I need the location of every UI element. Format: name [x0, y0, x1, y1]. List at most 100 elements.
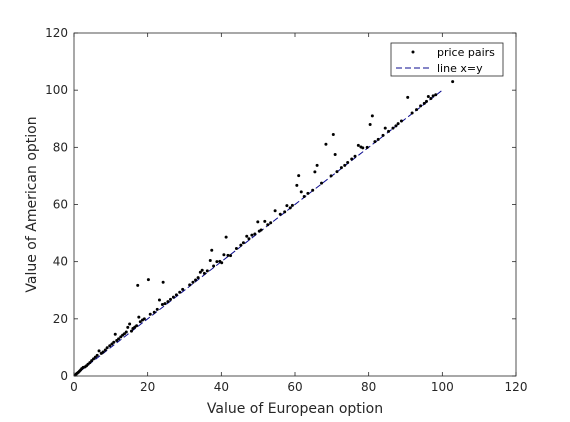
- data-point: [135, 324, 139, 328]
- data-point: [285, 204, 289, 208]
- data-point: [220, 261, 224, 265]
- data-point: [101, 350, 105, 354]
- y-tick-label: 40: [53, 255, 68, 269]
- data-point: [166, 300, 170, 304]
- data-point: [129, 329, 133, 333]
- data-point: [160, 303, 164, 307]
- data-point: [370, 114, 374, 118]
- data-point: [171, 295, 175, 299]
- data-point: [350, 157, 354, 161]
- x-tick-label: 80: [361, 380, 376, 394]
- data-point: [205, 269, 209, 273]
- data-point: [422, 101, 426, 105]
- plot-area: [73, 80, 455, 377]
- legend-label-price-pairs: price pairs: [437, 46, 495, 59]
- data-point: [126, 325, 130, 329]
- data-point: [259, 228, 263, 232]
- data-point: [353, 154, 357, 158]
- data-point: [161, 280, 165, 284]
- data-point: [315, 163, 319, 167]
- data-point: [181, 287, 185, 291]
- data-point: [178, 290, 182, 294]
- data-point: [381, 133, 385, 137]
- data-point: [376, 137, 380, 141]
- data-point: [368, 122, 372, 126]
- data-point: [297, 174, 301, 178]
- data-point: [202, 271, 206, 275]
- data-point: [194, 278, 198, 282]
- y-tick-label: 20: [53, 312, 68, 326]
- data-point: [426, 94, 430, 98]
- data-point: [383, 126, 387, 130]
- data-point: [288, 206, 292, 210]
- x-tick-label: 100: [431, 380, 454, 394]
- data-point: [148, 312, 152, 316]
- data-point: [306, 191, 310, 195]
- x-tick-label: 60: [287, 380, 302, 394]
- data-point: [424, 99, 428, 103]
- data-point: [387, 129, 391, 133]
- data-point: [273, 209, 277, 213]
- data-point: [394, 124, 398, 128]
- axes: 0 20 40 60 80 100 120 0 20 40 60 80 100 120: [45, 26, 527, 394]
- data-point: [142, 317, 146, 321]
- data-point: [88, 361, 92, 365]
- data-point: [263, 219, 267, 223]
- y-tick-label: 80: [53, 140, 68, 154]
- data-point: [112, 340, 116, 344]
- data-point: [295, 183, 299, 187]
- data-point: [113, 332, 117, 336]
- x-tick-label: 0: [70, 380, 78, 394]
- data-point: [253, 232, 257, 236]
- data-point: [311, 188, 315, 192]
- data-point: [191, 280, 195, 284]
- y-tick-label: 60: [53, 198, 68, 212]
- data-point: [410, 111, 414, 115]
- data-point: [224, 235, 228, 239]
- data-point: [152, 310, 156, 314]
- data-point: [174, 293, 178, 297]
- data-point: [256, 220, 260, 224]
- data-point: [138, 320, 142, 324]
- data-point: [210, 248, 214, 252]
- legend-box: [390, 42, 504, 77]
- data-point: [105, 346, 109, 350]
- x-axis-label: Value of European option: [207, 401, 383, 417]
- data-point: [198, 270, 202, 274]
- data-point: [137, 315, 141, 319]
- data-point: [313, 170, 317, 174]
- data-point: [226, 253, 230, 257]
- data-point: [103, 348, 107, 352]
- data-point: [234, 247, 238, 251]
- data-point: [299, 190, 303, 194]
- data-point: [215, 260, 219, 264]
- y-axis-label: Value of American option: [24, 116, 40, 292]
- data-point: [229, 254, 233, 258]
- data-point: [302, 194, 306, 198]
- data-point: [247, 237, 251, 241]
- data-point: [365, 145, 369, 149]
- data-point: [269, 221, 273, 225]
- x-tick-label: 20: [140, 380, 155, 394]
- data-point: [196, 276, 200, 280]
- data-point: [155, 307, 159, 311]
- series-line-x-equals-y: [73, 89, 443, 377]
- data-point: [157, 298, 161, 302]
- data-point: [117, 337, 121, 341]
- data-point: [97, 349, 101, 353]
- data-point: [245, 234, 249, 238]
- data-point: [136, 283, 140, 287]
- data-point: [415, 108, 419, 112]
- data-point: [283, 210, 287, 214]
- data-point: [241, 241, 245, 245]
- legend-label-line-xy: line x=y: [437, 62, 483, 75]
- data-point: [250, 233, 254, 237]
- data-point: [343, 163, 347, 167]
- data-point: [406, 95, 410, 99]
- y-tick-label: 0: [60, 369, 68, 383]
- x-tick-label: 120: [505, 380, 528, 394]
- data-point: [373, 140, 377, 144]
- data-point: [434, 93, 438, 97]
- data-point: [399, 119, 403, 123]
